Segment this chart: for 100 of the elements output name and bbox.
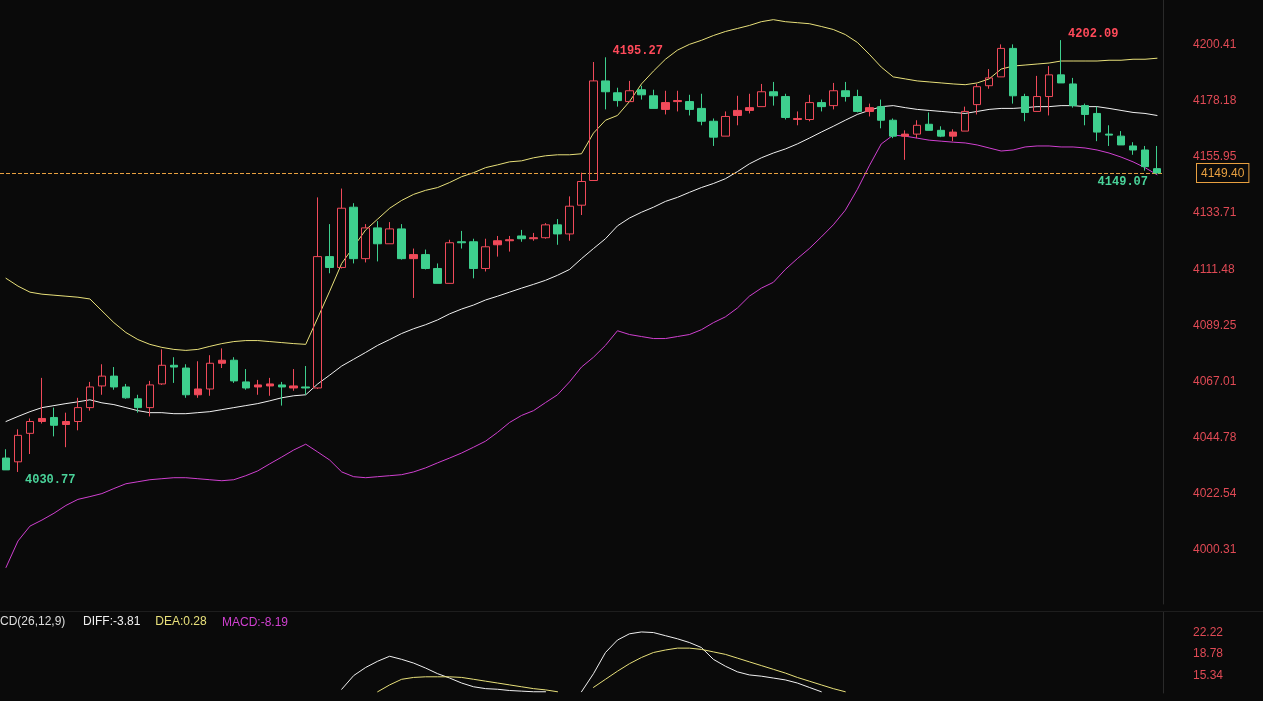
y-tick-label: 4200.41: [1193, 37, 1237, 52]
candlestick: [961, 106, 969, 132]
candlestick: [985, 68, 993, 90]
candlestick: [1117, 130, 1125, 146]
y-tick-label: 4155.95: [1193, 149, 1237, 164]
candlestick: [349, 202, 358, 264]
candlestick: [50, 407, 58, 437]
candlestick: [925, 111, 933, 131]
candlestick: [385, 221, 394, 245]
candlestick: [194, 360, 202, 399]
annotation: 4030.77: [24, 472, 76, 487]
annotation: 4149.07: [1097, 174, 1149, 189]
candlestick: [218, 347, 226, 369]
candlestick: [230, 356, 238, 384]
annotation: 4195.27: [612, 44, 663, 59]
candlestick: [26, 417, 34, 455]
candlestick: [289, 368, 298, 392]
candlestick: [541, 222, 550, 240]
line-series: [5, 134, 1158, 568]
candlestick: [170, 356, 178, 384]
candlestick: [38, 377, 46, 425]
candlestick: [505, 235, 514, 253]
candlestick: [433, 262, 442, 284]
candlestick: [361, 223, 370, 263]
candlestick: [1081, 103, 1089, 126]
y-tick-label: 4178.18: [1193, 93, 1237, 108]
candlestick: [733, 95, 742, 126]
text: DIFF:-3.81: [83, 614, 141, 628]
annotation: 4202.09: [1068, 27, 1119, 42]
candlestick: [301, 365, 310, 396]
candlestick: [805, 94, 814, 122]
candlestick: [1129, 141, 1137, 156]
y-tick-label: 15.34: [1193, 667, 1224, 682]
y-tick-label: 22.22: [1193, 624, 1224, 639]
candlestick: [74, 397, 82, 431]
candlestick: [14, 428, 22, 473]
candlestick: [601, 56, 610, 110]
y-tick-label: 4133.71: [1193, 205, 1237, 220]
candlestick: [865, 103, 874, 117]
candlestick: [745, 93, 754, 114]
candlestick: [421, 249, 430, 270]
candlestick: [457, 230, 466, 250]
candlestick: [266, 377, 274, 397]
candlestick: [206, 354, 214, 397]
line-series: [5, 105, 1158, 422]
annotation: MACD:-8.19: [222, 615, 289, 629]
candlestick: [86, 381, 94, 412]
candlestick: [62, 412, 70, 448]
candlestick: [110, 366, 118, 391]
candlestick: [122, 383, 130, 400]
candlestick: [757, 83, 766, 108]
candlestick: [158, 348, 166, 386]
y-tick-label: 4067.01: [1193, 373, 1237, 388]
y-tick-label: 4000.31: [1193, 541, 1237, 556]
candlestick: [769, 81, 778, 107]
chart-title: CD(26,12,9): [0, 614, 66, 628]
candlestick: [613, 87, 622, 108]
candlestick: [997, 43, 1005, 78]
candlestick: [529, 232, 538, 242]
candlestick: [565, 195, 574, 242]
candlestick: [397, 223, 406, 261]
candlestick: [673, 90, 682, 112]
candlestick: [1033, 75, 1041, 112]
candlestick: [1105, 124, 1113, 147]
candlestick: [637, 85, 646, 101]
candlestick: [661, 90, 670, 115]
candlestick: [134, 394, 142, 414]
candlestick: [481, 238, 490, 272]
y-tick-label: 4022.54: [1193, 485, 1237, 500]
text: DEA:0.28: [155, 614, 208, 628]
candlestick: [1093, 106, 1101, 142]
candlestick: [793, 110, 802, 126]
candlestick: [685, 94, 694, 116]
candlestick: [577, 172, 586, 216]
candlestick: [337, 188, 346, 269]
y-tick-label: 4089.25: [1193, 317, 1237, 332]
candlestick: [278, 381, 286, 407]
ref-line-label: 4149.40: [1201, 165, 1245, 180]
candlestick: [1045, 65, 1053, 116]
candlestick: [517, 229, 526, 243]
candlestick: [829, 82, 838, 110]
candlestick: [313, 196, 322, 390]
candlestick: [242, 368, 250, 391]
candlestick: [901, 129, 909, 161]
candlestick: [841, 81, 850, 103]
candlestick: [1057, 39, 1065, 84]
y-tick-label: 4044.78: [1193, 429, 1237, 444]
candlestick: [182, 363, 190, 399]
candlestick: [721, 110, 730, 137]
line-series: [5, 19, 1158, 351]
candlestick: [409, 248, 418, 299]
candlestick: [649, 89, 658, 109]
candlestick: [1069, 77, 1077, 109]
candlestick: [1141, 145, 1149, 172]
candlestick: [1021, 93, 1029, 122]
candlestick: [1153, 145, 1161, 175]
candlestick: [469, 238, 478, 279]
candlestick: [889, 117, 897, 139]
candlestick: [853, 89, 862, 113]
candlestick: [709, 117, 718, 147]
